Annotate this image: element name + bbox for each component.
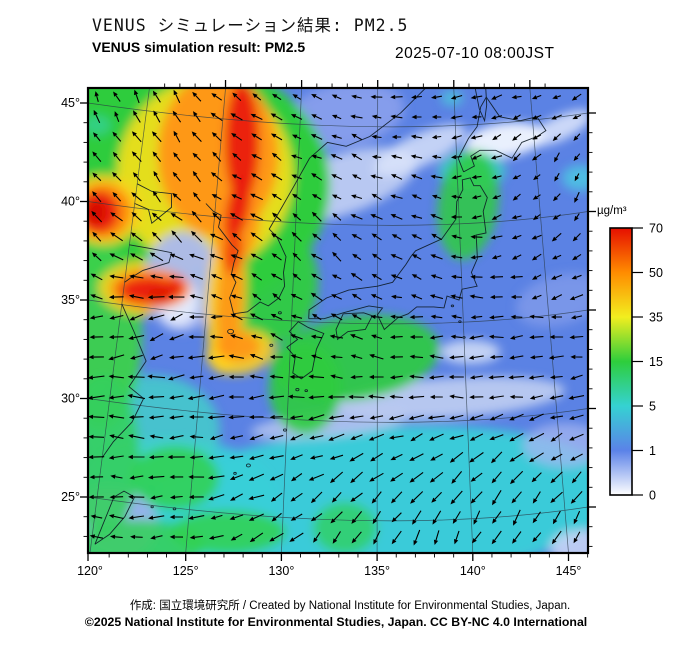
- lon-axis-label: 130°: [268, 564, 294, 578]
- lon-axis-label: 120°: [77, 564, 103, 578]
- forecast-datetime: 2025-07-10 08:00JST: [395, 45, 555, 62]
- credit-text: 作成: 国立環境研究所 / Created by National Instit…: [129, 600, 571, 612]
- lat-axis-label: 30°: [61, 392, 80, 406]
- colorbar-tick-label: 50: [649, 266, 663, 280]
- lat-axis-label: 25°: [61, 490, 80, 504]
- lon-axis-label: 125°: [173, 564, 199, 578]
- page-title-japanese: VENUS シミュレーション結果: PM2.5: [92, 16, 409, 35]
- lon-axis-label: 135°: [364, 564, 390, 578]
- page-title-english: VENUS simulation result: PM2.5: [92, 39, 306, 55]
- colorbar-tick-label: 70: [649, 222, 663, 236]
- lat-axis-label: 45°: [61, 96, 80, 110]
- colorbar-unit-label: µg/m³: [597, 205, 627, 217]
- colorbar-tick-label: 5: [649, 400, 656, 414]
- license-text: ©2025 National Institute for Environment…: [84, 615, 588, 629]
- coastlines: [94, 88, 547, 545]
- lon-axis-label: 145°: [556, 564, 582, 578]
- colorbar-tick-label: 15: [649, 355, 663, 369]
- lat-axis-label: 40°: [61, 195, 80, 209]
- colorbar-tick-label: 0: [649, 489, 656, 503]
- colorbar-tick-label: 35: [649, 311, 663, 325]
- colorbar: 70 50 35 15 5 1 0: [609, 222, 663, 503]
- colorbar-tick-label: 1: [649, 444, 656, 458]
- map-frame-and-axes: 120° 125° 130° 135° 140° 145° 45° 40° 35° 30° 25°: [61, 80, 596, 578]
- lon-axis-label: 140°: [460, 564, 486, 578]
- lat-axis-label: 35°: [61, 293, 80, 307]
- graticule: [88, 88, 588, 553]
- wind-vector-arrows: [88, 89, 585, 546]
